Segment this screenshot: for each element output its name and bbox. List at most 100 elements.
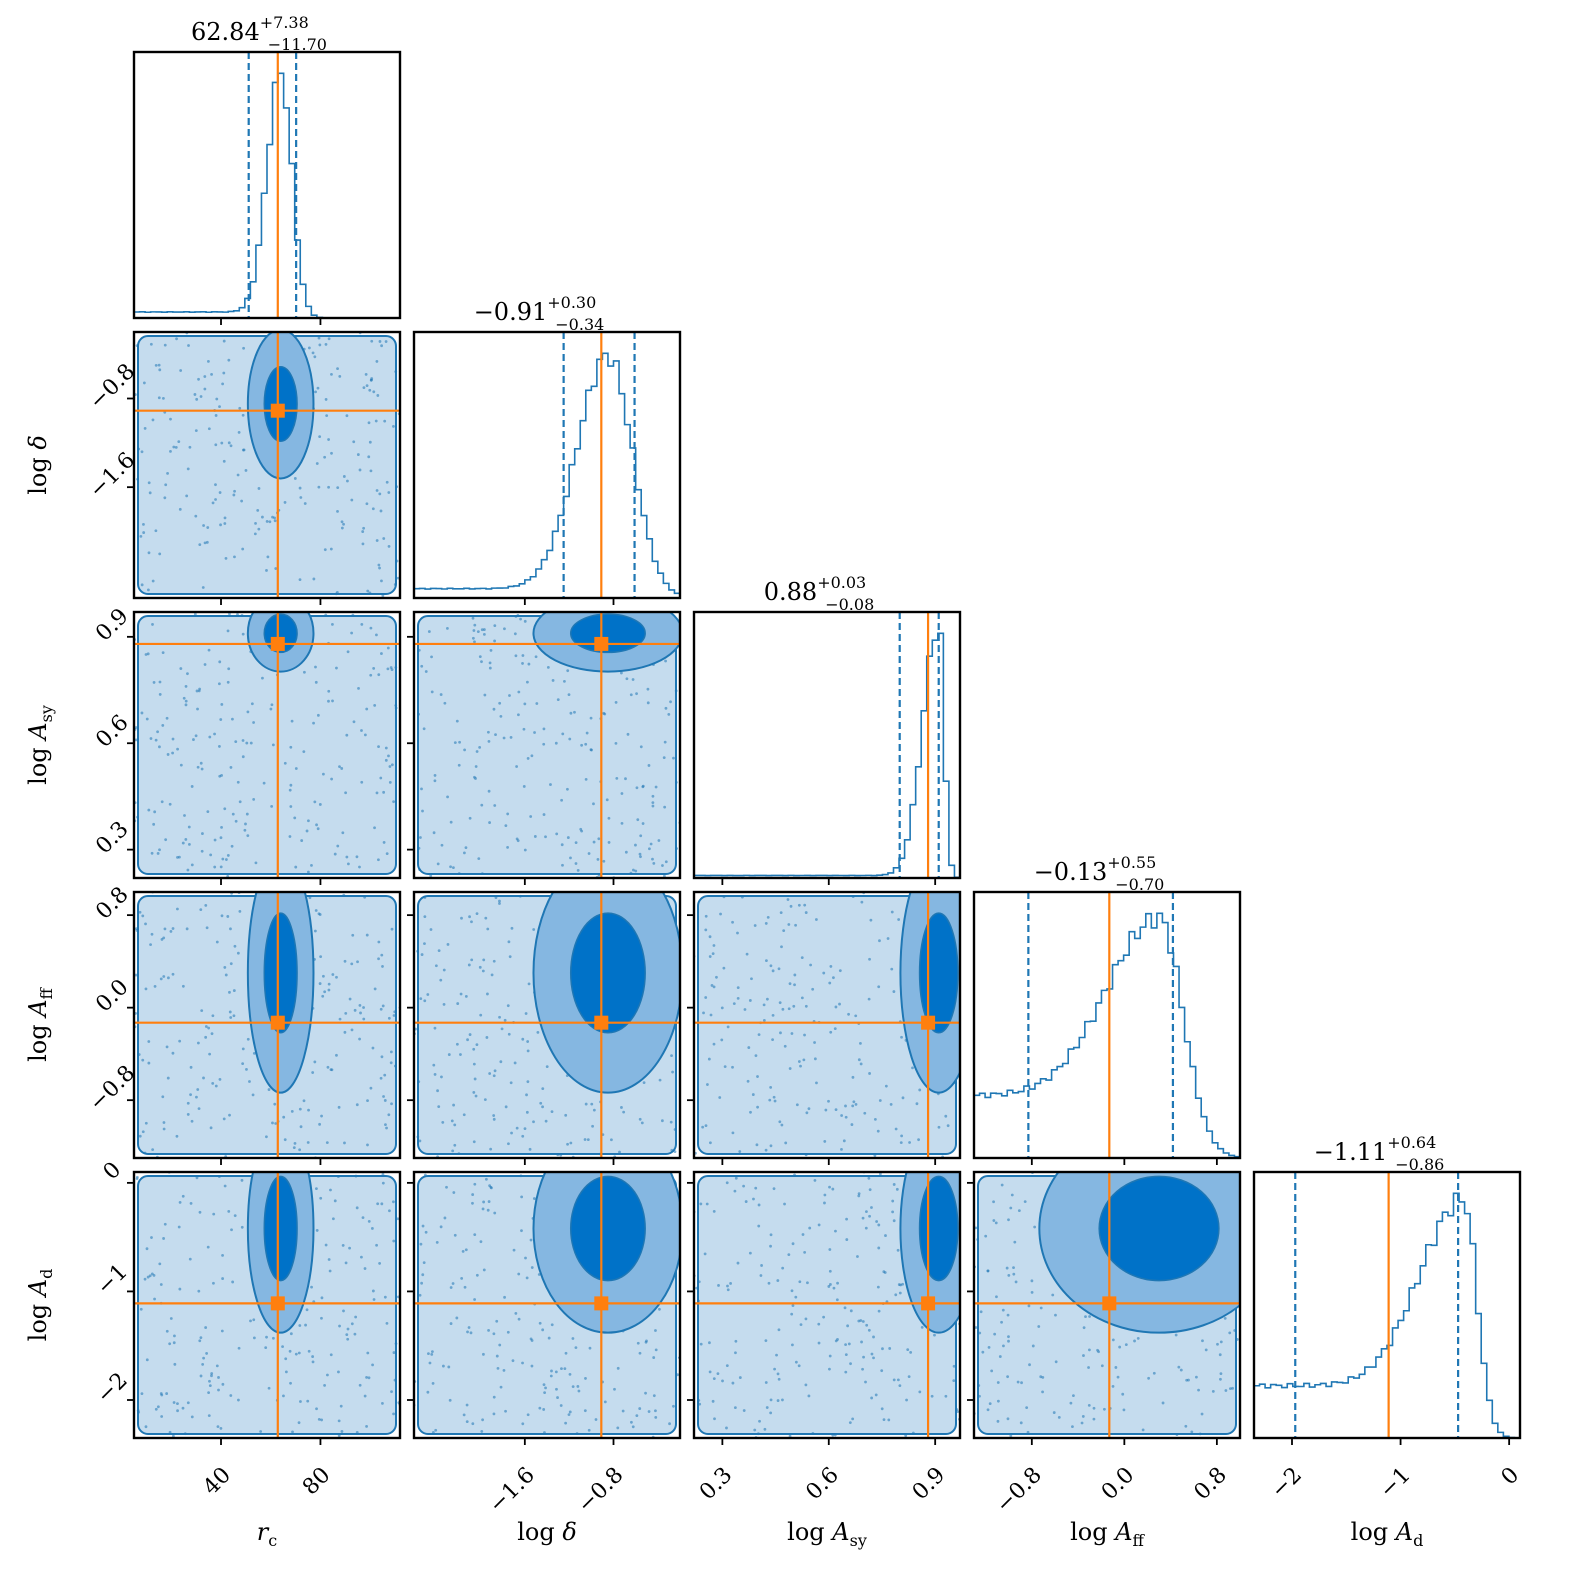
- sample-point: [652, 1356, 656, 1359]
- sample-point: [365, 933, 369, 937]
- sample-point: [371, 507, 375, 511]
- sample-point: [994, 1221, 998, 1225]
- sample-point: [457, 763, 461, 767]
- sample-point: [918, 1390, 922, 1394]
- sample-point: [294, 865, 298, 869]
- sample-point: [238, 800, 242, 804]
- sample-point: [542, 742, 546, 746]
- sample-point: [196, 1041, 200, 1045]
- sample-point: [575, 1432, 579, 1435]
- sample-point: [416, 949, 419, 953]
- sample-point: [449, 1322, 453, 1325]
- label-main: A: [1113, 1518, 1132, 1546]
- sample-point: [888, 1347, 892, 1350]
- sample-point: [222, 371, 226, 375]
- sample-point: [226, 680, 230, 684]
- sample-point: [492, 1395, 496, 1399]
- sample-point: [867, 997, 871, 1001]
- sample-point: [140, 450, 144, 454]
- sample-point: [270, 804, 274, 808]
- sample-point: [324, 1243, 328, 1247]
- sample-point: [154, 738, 158, 742]
- sample-point: [153, 810, 157, 814]
- sample-point: [833, 1027, 837, 1031]
- sample-point: [498, 1343, 502, 1347]
- sample-point: [213, 732, 216, 736]
- sample-point: [262, 781, 266, 785]
- sample-point: [366, 589, 370, 593]
- sample-point: [541, 1328, 545, 1332]
- sample-point: [712, 944, 716, 947]
- sample-point: [544, 1386, 547, 1390]
- sample-point: [545, 1065, 549, 1068]
- sample-point: [896, 1248, 900, 1252]
- sample-point: [889, 1102, 893, 1106]
- sample-point: [873, 1154, 877, 1158]
- sample-point: [385, 1321, 389, 1325]
- sample-point: [831, 1433, 835, 1437]
- sample-point: [706, 1083, 709, 1086]
- sample-point: [1052, 1411, 1056, 1414]
- sample-point: [1219, 1377, 1222, 1381]
- panel-content: [134, 52, 400, 318]
- sample-point: [181, 984, 185, 988]
- sample-point: [554, 1370, 558, 1374]
- sample-point: [568, 1372, 572, 1376]
- sample-point: [495, 1354, 499, 1358]
- sample-point: [845, 1217, 848, 1221]
- sample-point: [205, 540, 209, 544]
- sample-point: [431, 1430, 435, 1434]
- sample-point: [797, 1060, 801, 1063]
- sample-point: [380, 953, 384, 957]
- sample-point: [672, 756, 675, 760]
- sample-point: [484, 916, 488, 920]
- sample-point: [205, 1352, 209, 1355]
- sample-point: [486, 1208, 490, 1212]
- sample-point: [273, 519, 277, 523]
- sample-point: [756, 1075, 759, 1078]
- sample-point: [375, 791, 379, 795]
- sample-point: [331, 1217, 335, 1221]
- sample-point: [865, 1210, 868, 1214]
- sample-point: [432, 831, 436, 835]
- sample-point: [779, 911, 783, 914]
- sample-point: [510, 1131, 513, 1135]
- sample-point: [528, 1147, 532, 1151]
- sample-point: [165, 1045, 169, 1049]
- title-plus: +0.55: [1107, 853, 1156, 872]
- sample-point: [361, 542, 365, 546]
- sample-point: [718, 1096, 722, 1099]
- sample-point: [453, 741, 457, 745]
- sample-point: [846, 1324, 850, 1328]
- sample-point: [576, 1385, 580, 1388]
- sample-point: [852, 1100, 856, 1104]
- sample-point: [146, 1275, 150, 1279]
- sample-point: [237, 431, 241, 434]
- sample-point: [369, 673, 373, 677]
- sample-point: [603, 712, 607, 716]
- panel-frame: [692, 610, 962, 880]
- sample-point: [1136, 1337, 1140, 1340]
- sample-point: [827, 1099, 830, 1103]
- sample-point: [489, 1147, 493, 1151]
- sample-point: [899, 1141, 903, 1144]
- sample-point: [366, 1099, 369, 1103]
- sample-point: [745, 952, 749, 956]
- sample-point: [350, 498, 354, 502]
- y-tick-label: 0.9: [91, 604, 133, 646]
- sample-point: [297, 1421, 301, 1425]
- sample-point: [342, 1309, 345, 1313]
- sample-point: [807, 1394, 811, 1398]
- sample-point: [635, 692, 638, 696]
- sample-point: [187, 825, 191, 829]
- sample-point: [472, 1091, 476, 1094]
- sample-point: [358, 1037, 361, 1041]
- sample-point: [134, 927, 138, 931]
- sample-point: [769, 1144, 773, 1148]
- sample-point: [298, 578, 302, 582]
- sample-point: [642, 1081, 646, 1084]
- sample-point: [534, 655, 538, 659]
- sample-point: [249, 741, 253, 745]
- sample-point: [729, 1282, 732, 1285]
- sample-point: [658, 1078, 662, 1082]
